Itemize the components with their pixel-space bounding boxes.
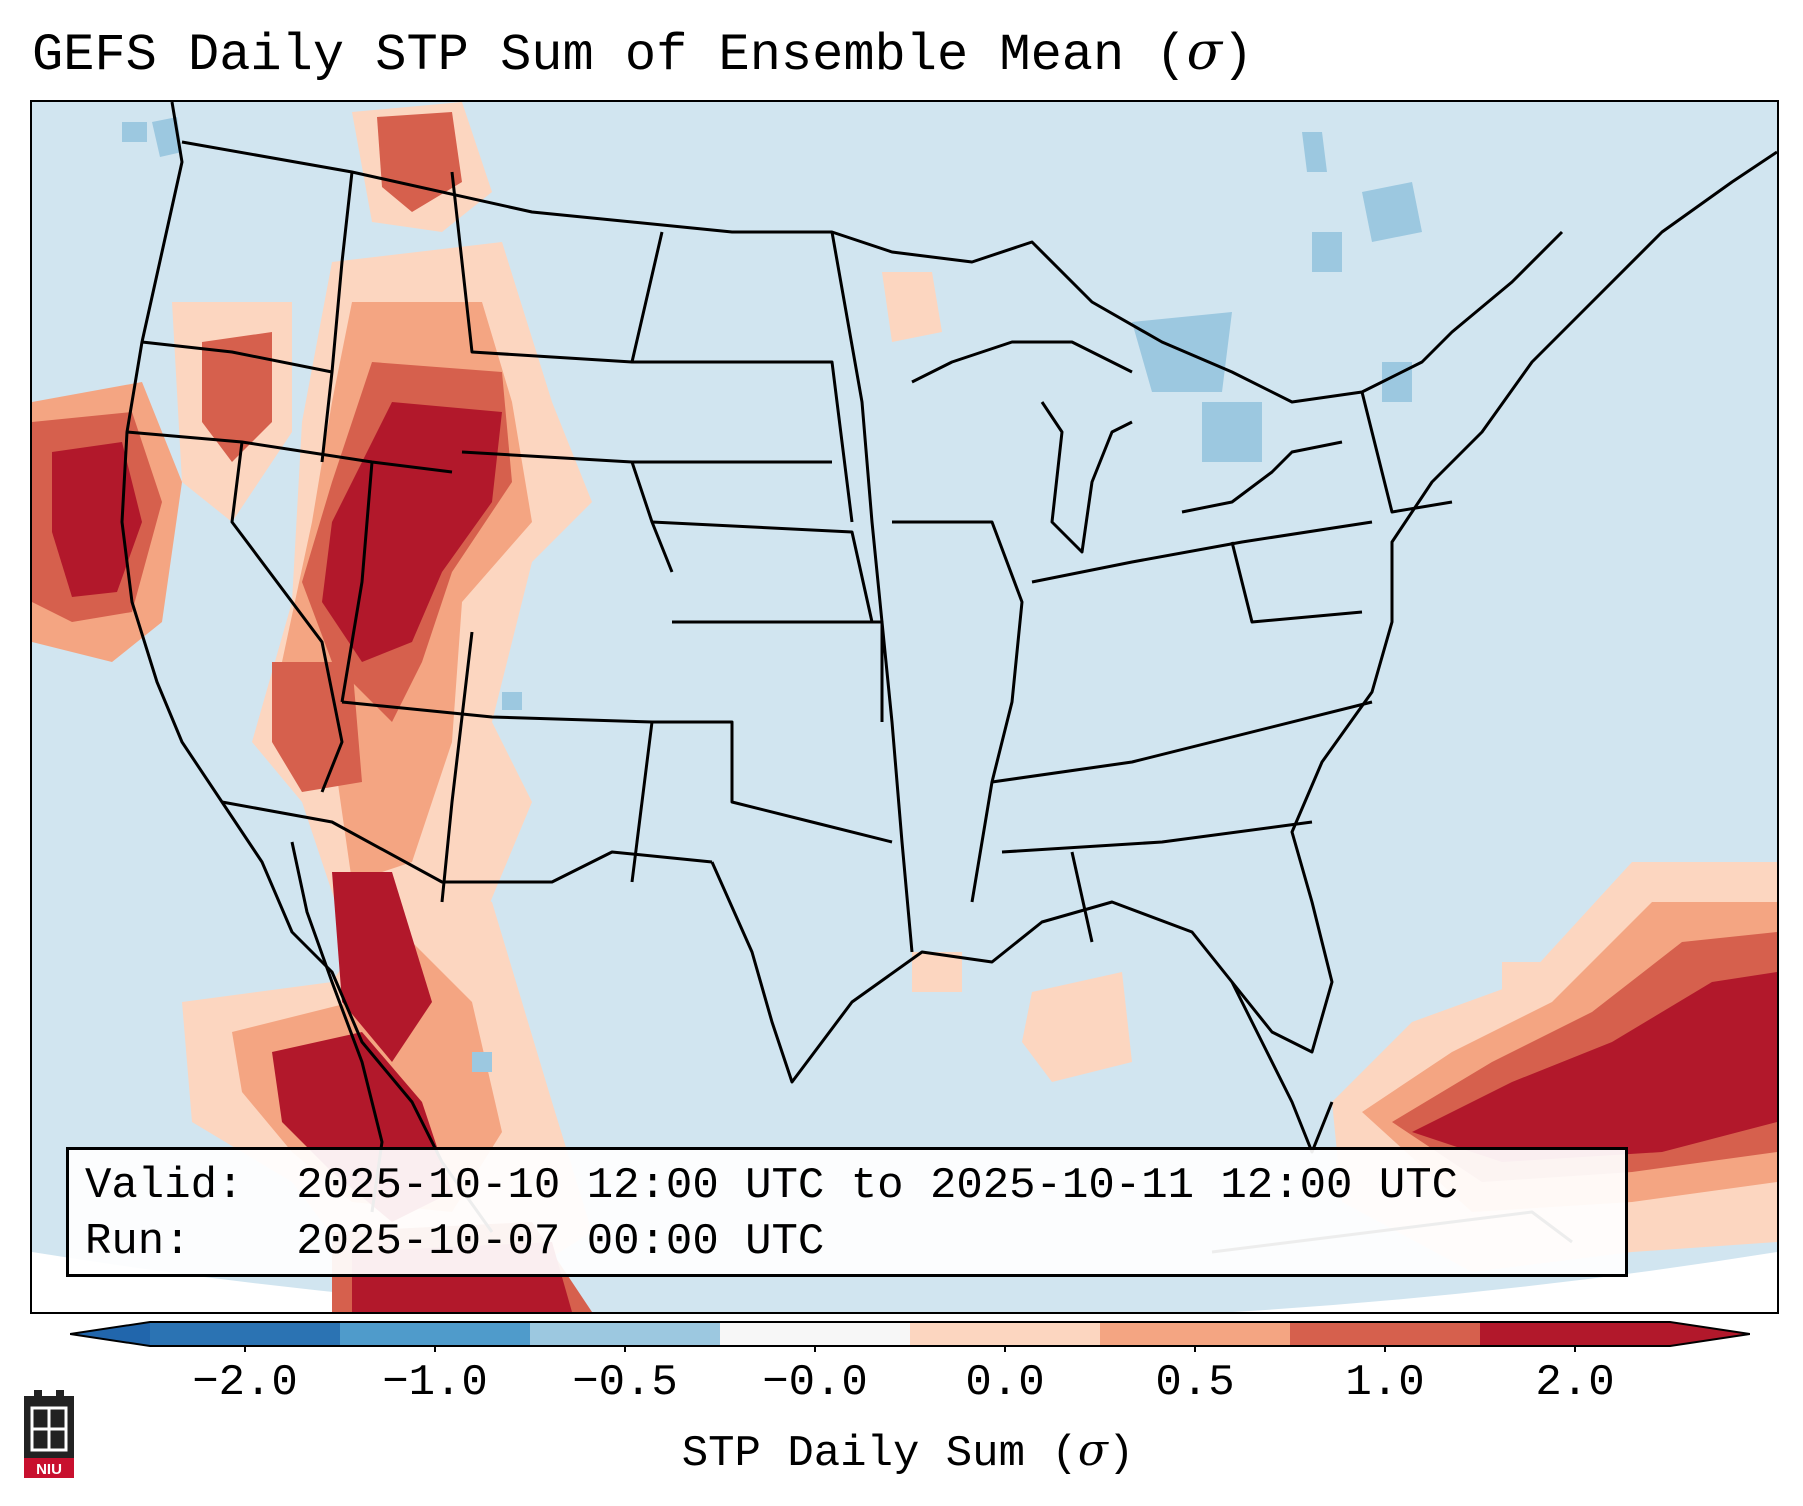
border-wy-co	[461, 450, 674, 573]
map-title: GEFS Daily STP Sum of Ensemble Mean (σ)	[32, 22, 1254, 85]
border-ky-tn	[991, 700, 1373, 784]
border-plains-1	[632, 360, 854, 523]
lake-michigan	[1040, 401, 1133, 554]
colorbar-border	[70, 1321, 1750, 1347]
colorbar-segment	[1480, 1322, 1671, 1346]
border-ca-nv	[230, 441, 344, 793]
border-idaho-west	[320, 171, 354, 463]
gulf-coastline	[710, 150, 1777, 1084]
border-az-nm	[440, 631, 474, 903]
border-ut-az	[341, 700, 653, 724]
border-or-ca-nv	[126, 430, 453, 474]
low-anomaly-areas	[122, 117, 1422, 1072]
colorbar-segment	[340, 1322, 531, 1346]
colorbar-tick-label: −1.0	[382, 1358, 488, 1408]
west-coastline	[120, 102, 494, 1233]
colorbar-segment	[720, 1322, 911, 1346]
colorbar-tick-label: 0.0	[965, 1358, 1045, 1408]
border-plains-3	[651, 520, 874, 623]
colorbar-extend-high	[1670, 1322, 1750, 1346]
colorbar-tick-label: 1.0	[1345, 1358, 1425, 1408]
border-wa-or	[141, 340, 333, 374]
colorbar-label: STP Daily Sum (σ)	[681, 1425, 1135, 1479]
niu-logo-text: NIU	[36, 1461, 62, 1478]
valid-line: Valid: 2025-10-10 12:00 UTC to 2025-10-1…	[85, 1161, 1459, 1211]
colorbar-segment	[1290, 1322, 1481, 1346]
lake-erie-ontario	[1181, 440, 1343, 514]
colorbar-ticks	[244, 1346, 1576, 1352]
valid-run-info-box: Valid: 2025-10-10 12:00 UTC to 2025-10-1…	[66, 1147, 1628, 1277]
border-new-england	[1360, 391, 1453, 514]
map-canvas	[32, 102, 1777, 1312]
border-pa-ny	[1230, 541, 1363, 624]
anomaly-caribbean	[882, 272, 1777, 1272]
canada-border	[181, 140, 1564, 404]
colorbar-segment	[1100, 1322, 1291, 1346]
colorbar-tick-label: 2.0	[1535, 1358, 1615, 1408]
colorbar-segment	[530, 1322, 721, 1346]
colorbar-tick-label: 0.5	[1155, 1358, 1235, 1408]
border-ok-tx	[652, 720, 893, 844]
colorbar-extend-low	[70, 1322, 150, 1346]
state-borders	[120, 102, 1777, 1254]
colorbar-tick-label: −0.5	[572, 1358, 678, 1408]
border-nv-ut	[340, 461, 374, 703]
lake-superior	[911, 340, 1133, 384]
run-line: Run: 2025-10-07 00:00 UTC	[85, 1217, 825, 1267]
border-montana	[450, 171, 664, 364]
border-mex	[221, 800, 713, 884]
border-midwest	[892, 520, 1024, 903]
border-ga-al	[1070, 851, 1094, 943]
border-oh-valley	[1031, 520, 1373, 584]
colorbar-tick-label: −0.0	[762, 1358, 868, 1408]
border-nm-tx	[630, 721, 654, 883]
border-tn-south	[1001, 820, 1313, 854]
border-mississippi	[830, 231, 914, 953]
colorbar-segment	[910, 1322, 1101, 1346]
map-panel	[30, 100, 1779, 1314]
colorbar-segments	[150, 1322, 1671, 1346]
colorbar-tick-label: −2.0	[192, 1358, 298, 1408]
colorbar	[70, 1321, 1750, 1352]
florida-peninsula	[1230, 981, 1334, 1154]
niu-logo: NIU	[24, 1390, 74, 1478]
colorbar-segment	[150, 1322, 341, 1346]
